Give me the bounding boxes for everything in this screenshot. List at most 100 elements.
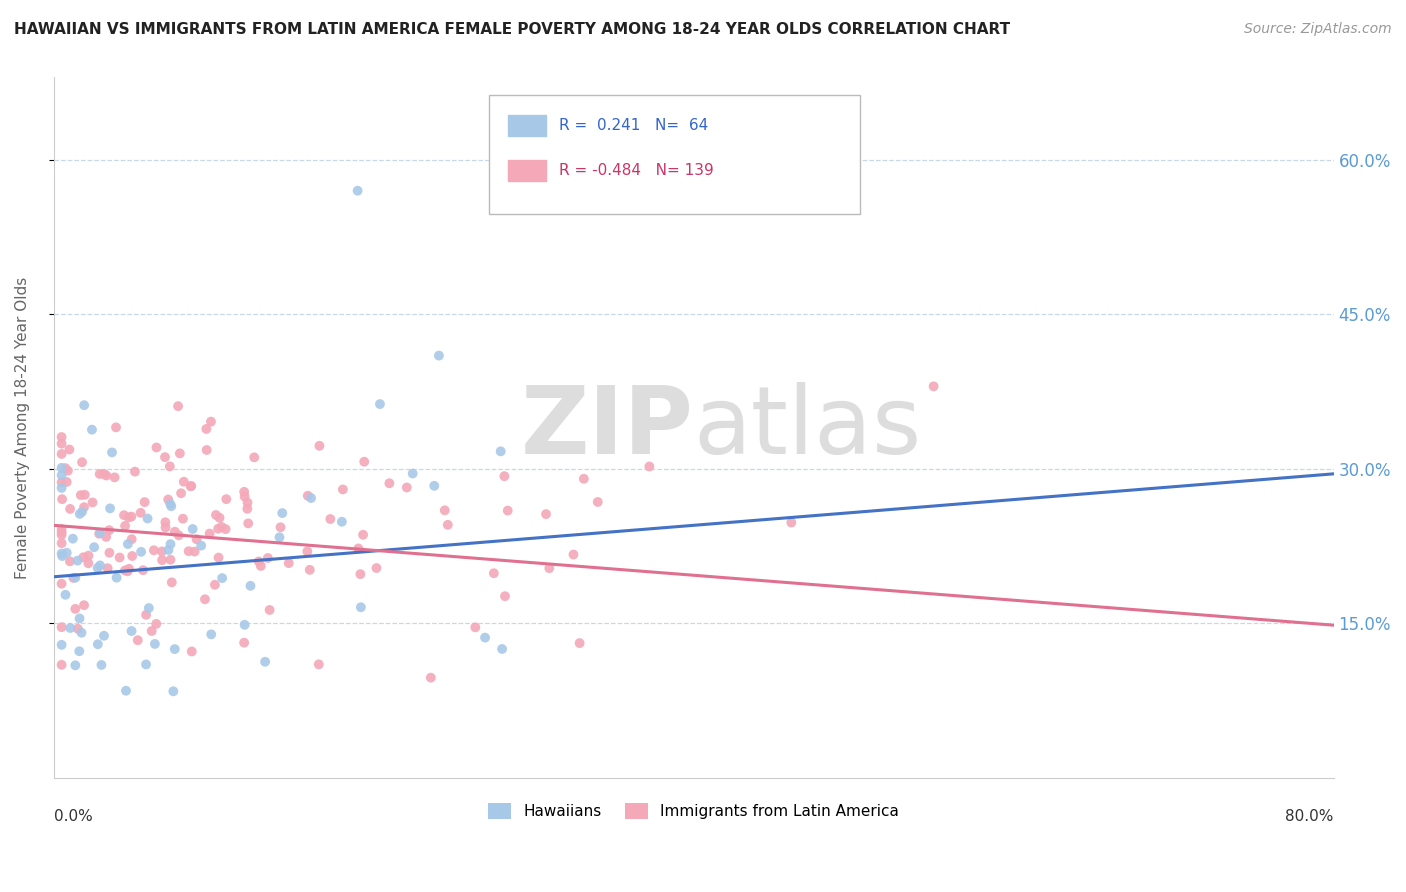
Point [257, 551, 280, 566]
Point [155, 520, 177, 534]
Point [186, 532, 208, 546]
Point [59, 621, 82, 635]
Point [56, 464, 79, 478]
Point [69, 488, 91, 502]
Point [160, 575, 183, 590]
Point [180, 644, 202, 658]
Point [211, 520, 233, 534]
Point [236, 496, 259, 510]
Point [270, 520, 292, 534]
Point [135, 607, 157, 622]
Point [236, 501, 259, 516]
Point [160, 500, 183, 514]
Point [51, 460, 73, 475]
Point [163, 642, 186, 657]
Point [65, 658, 87, 673]
Point [215, 492, 238, 507]
Point [80, 423, 103, 437]
Point [141, 624, 163, 638]
Point [464, 620, 486, 634]
Point [277, 556, 299, 570]
Point [233, 636, 256, 650]
Point [112, 508, 135, 523]
Point [101, 445, 124, 459]
Point [145, 441, 167, 455]
Point [239, 579, 262, 593]
Point [82, 495, 104, 509]
Point [233, 490, 256, 504]
Point [170, 486, 193, 500]
Point [167, 528, 190, 542]
Point [55, 475, 77, 489]
Point [98, 501, 121, 516]
Point [51, 657, 73, 672]
Point [298, 563, 321, 577]
Point [53, 461, 76, 475]
Point [572, 472, 595, 486]
Point [77, 556, 100, 570]
Point [153, 450, 176, 464]
Point [162, 684, 184, 698]
Point [77, 549, 100, 563]
Point [59, 554, 82, 568]
Point [138, 601, 160, 615]
Point [150, 553, 173, 567]
Point [51, 536, 73, 550]
Point [105, 420, 128, 434]
Point [108, 550, 131, 565]
Point [83, 540, 105, 554]
Point [51, 576, 73, 591]
Point [132, 563, 155, 577]
Point [167, 399, 190, 413]
Point [89, 525, 111, 540]
Point [568, 636, 591, 650]
Point [159, 553, 181, 567]
Point [205, 508, 228, 522]
Point [62, 571, 84, 585]
Point [297, 489, 319, 503]
Point [254, 655, 277, 669]
Point [121, 549, 143, 563]
Point [73, 598, 96, 612]
Point [423, 479, 446, 493]
Point [55, 546, 77, 560]
Point [72, 550, 94, 565]
Point [489, 444, 512, 458]
Point [190, 539, 212, 553]
Point [181, 522, 204, 536]
Point [308, 657, 330, 672]
Point [211, 571, 233, 585]
Point [368, 397, 391, 411]
Point [89, 526, 111, 541]
Point [349, 567, 371, 582]
Text: R = -0.484   N= 139: R = -0.484 N= 139 [560, 163, 714, 178]
Point [121, 624, 143, 638]
Point [51, 547, 73, 561]
Text: HAWAIIAN VS IMMIGRANTS FROM LATIN AMERICA FEMALE POVERTY AMONG 18-24 YEAR OLDS C: HAWAIIAN VS IMMIGRANTS FROM LATIN AMERIC… [14, 22, 1010, 37]
Point [51, 638, 73, 652]
Point [73, 488, 96, 502]
Point [780, 516, 803, 530]
Point [70, 625, 93, 640]
Point [145, 616, 167, 631]
Point [98, 546, 121, 560]
Point [105, 571, 128, 585]
Point [96, 530, 118, 544]
Point [155, 516, 177, 530]
Point [207, 522, 229, 536]
Point [62, 532, 84, 546]
Point [115, 683, 138, 698]
Point [233, 484, 256, 499]
Point [157, 492, 180, 507]
Point [118, 562, 141, 576]
Point [198, 526, 221, 541]
Point [353, 455, 375, 469]
Point [350, 600, 373, 615]
Point [562, 548, 585, 562]
Point [247, 554, 270, 568]
Point [150, 544, 173, 558]
Point [922, 379, 945, 393]
Point [69, 611, 91, 625]
Point [173, 475, 195, 489]
Point [51, 481, 73, 495]
